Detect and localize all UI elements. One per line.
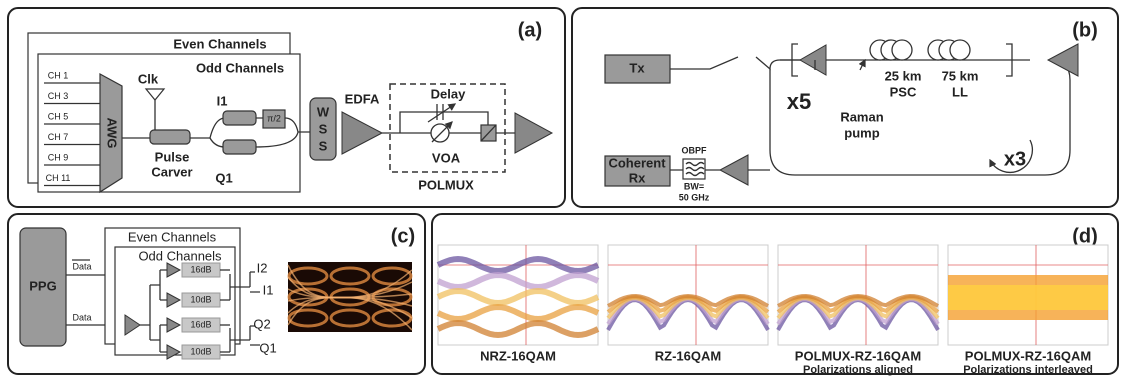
label: POLMUX bbox=[418, 177, 474, 192]
label: x3 bbox=[1004, 148, 1026, 170]
panel-a: (a) Even Channels Odd Channels CH 1 CH 3 C… bbox=[8, 8, 565, 207]
label: (a) bbox=[518, 19, 542, 41]
plot-title: RZ-16QAM bbox=[655, 348, 721, 363]
label: Tx bbox=[629, 60, 645, 75]
attenuator-label: 16dB bbox=[190, 264, 211, 274]
plot-subtitle: Polarizations aligned bbox=[803, 364, 913, 376]
label: 50 GHz bbox=[679, 192, 710, 202]
label: π/2 bbox=[267, 113, 281, 123]
label: I1 bbox=[263, 282, 274, 297]
label: Pulse bbox=[155, 149, 190, 164]
label: PPG bbox=[29, 278, 56, 293]
label: Raman bbox=[840, 109, 883, 124]
label: Delay bbox=[431, 86, 466, 101]
label: Odd Channels bbox=[138, 248, 222, 263]
shape bbox=[431, 124, 449, 142]
label: Clk bbox=[138, 71, 159, 86]
label: Odd Channels bbox=[196, 60, 284, 75]
label: (c) bbox=[391, 225, 415, 247]
plot-subtitle: Polarizations interleaved bbox=[963, 364, 1093, 376]
label: 25 km bbox=[885, 68, 922, 83]
shape bbox=[223, 140, 256, 154]
label: BW= bbox=[684, 181, 704, 191]
label: pump bbox=[844, 125, 879, 140]
shape bbox=[1048, 44, 1078, 76]
label: Q1 bbox=[215, 170, 232, 185]
plot-title: POLMUX-RZ-16QAM bbox=[965, 348, 1091, 363]
shape bbox=[342, 112, 382, 154]
shape bbox=[870, 40, 970, 60]
attenuator-label: 16dB bbox=[190, 319, 211, 329]
label: Rx bbox=[629, 170, 646, 185]
shape bbox=[250, 272, 260, 345]
fiber-coil bbox=[950, 40, 970, 60]
label: I2 bbox=[257, 260, 268, 275]
channel-label: CH 1 bbox=[48, 70, 69, 80]
label: Q2 bbox=[253, 316, 270, 331]
label: (b) bbox=[1072, 19, 1098, 41]
label: AWG bbox=[105, 117, 120, 148]
plot-title: POLMUX-RZ-16QAM bbox=[795, 348, 921, 363]
attenuator-label: 10dB bbox=[190, 346, 211, 356]
label: Q1 bbox=[259, 340, 276, 355]
panel-b: (b) Tx 25 km PSC 75 km LL x5 Raman pump … bbox=[572, 8, 1118, 207]
channel-label: CH 7 bbox=[48, 132, 69, 142]
label: W bbox=[317, 104, 330, 119]
fiber-coil bbox=[892, 40, 912, 60]
label: 75 km bbox=[942, 68, 979, 83]
label: S bbox=[319, 121, 328, 136]
label: OBPF bbox=[681, 145, 707, 155]
label: x5 bbox=[787, 89, 811, 114]
label: Even Channels bbox=[128, 229, 217, 244]
shape bbox=[800, 45, 826, 75]
channel-label: CH 3 bbox=[48, 91, 69, 101]
channel-label: CH 11 bbox=[46, 173, 71, 183]
shape bbox=[223, 111, 256, 125]
label: PSC bbox=[890, 84, 917, 99]
shape bbox=[515, 113, 552, 153]
label: S bbox=[319, 138, 328, 153]
channel-label: CH 9 bbox=[48, 152, 69, 162]
label: (d) bbox=[1072, 225, 1098, 247]
panel-c: (c) PPG Data Data Even Channels Odd Chan… bbox=[8, 214, 425, 374]
shape bbox=[670, 57, 800, 69]
shape bbox=[150, 130, 190, 144]
plot-title: NRZ-16QAM bbox=[480, 348, 556, 363]
label: Data bbox=[72, 312, 91, 322]
label: VOA bbox=[432, 150, 461, 165]
label: Carver bbox=[151, 164, 192, 179]
channel-label: CH 5 bbox=[48, 111, 69, 121]
label: LL bbox=[952, 84, 968, 99]
label: Data bbox=[72, 261, 91, 271]
label: I1 bbox=[217, 93, 228, 108]
attenuator-label: 10dB bbox=[190, 294, 211, 304]
label: EDFA bbox=[345, 91, 380, 106]
label: Coherent bbox=[608, 155, 666, 170]
figure: (a) Even Channels Odd Channels CH 1 CH 3 C… bbox=[0, 0, 1126, 381]
shape bbox=[428, 104, 455, 122]
shape bbox=[720, 155, 748, 185]
label: Even Channels bbox=[173, 36, 266, 51]
trace-band bbox=[948, 285, 1108, 310]
